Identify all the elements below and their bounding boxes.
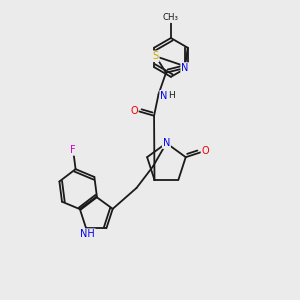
Text: O: O bbox=[130, 106, 138, 116]
Text: F: F bbox=[70, 145, 76, 155]
Text: NH: NH bbox=[80, 229, 95, 239]
Text: O: O bbox=[202, 146, 209, 156]
Text: N: N bbox=[160, 91, 168, 101]
Text: S: S bbox=[153, 51, 159, 61]
Text: H: H bbox=[168, 91, 175, 100]
Text: N: N bbox=[163, 138, 170, 148]
Text: CH₃: CH₃ bbox=[163, 13, 179, 22]
Text: N: N bbox=[181, 63, 188, 73]
